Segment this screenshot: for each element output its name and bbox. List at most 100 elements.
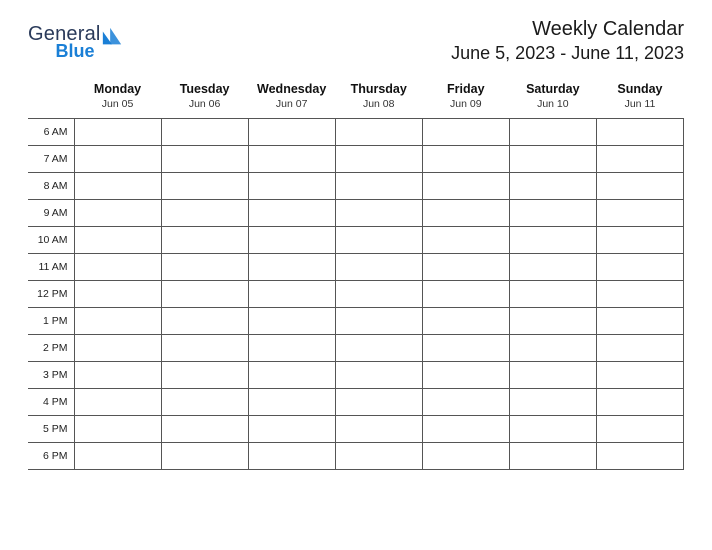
- day-date: Jun 05: [74, 98, 161, 119]
- day-date: Jun 08: [335, 98, 422, 119]
- time-label: 6 PM: [28, 443, 74, 470]
- calendar-cell: [248, 119, 335, 146]
- day-header: Wednesday: [248, 78, 335, 98]
- calendar-header: Monday Tuesday Wednesday Thursday Friday…: [28, 78, 684, 119]
- day-date: Jun 06: [161, 98, 248, 119]
- title-block: Weekly Calendar June 5, 2023 - June 11, …: [451, 18, 684, 64]
- calendar-cell: [74, 443, 161, 470]
- calendar-cell: [248, 389, 335, 416]
- calendar-cell: [248, 443, 335, 470]
- time-label: 3 PM: [28, 362, 74, 389]
- logo-text: General Blue: [28, 24, 101, 60]
- day-date-row: Jun 05 Jun 06 Jun 07 Jun 08 Jun 09 Jun 1…: [28, 98, 684, 119]
- calendar-cell: [335, 200, 422, 227]
- calendar-body: 6 AM7 AM8 AM9 AM10 AM11 AM12 PM1 PM2 PM3…: [28, 119, 684, 470]
- calendar-cell: [596, 281, 683, 308]
- calendar-cell: [335, 416, 422, 443]
- calendar-cell: [161, 254, 248, 281]
- calendar-cell: [335, 308, 422, 335]
- day-date: Jun 07: [248, 98, 335, 119]
- calendar-cell: [74, 389, 161, 416]
- calendar-cell: [248, 281, 335, 308]
- calendar-cell: [422, 227, 509, 254]
- time-label: 2 PM: [28, 335, 74, 362]
- time-label: 6 AM: [28, 119, 74, 146]
- logo: General Blue: [28, 18, 123, 60]
- calendar-cell: [509, 389, 596, 416]
- calendar-cell: [248, 362, 335, 389]
- calendar-cell: [509, 200, 596, 227]
- calendar-cell: [74, 146, 161, 173]
- calendar-cell: [248, 173, 335, 200]
- header-blank: [28, 98, 74, 119]
- calendar-cell: [422, 173, 509, 200]
- day-header: Monday: [74, 78, 161, 98]
- time-label: 12 PM: [28, 281, 74, 308]
- time-label: 10 AM: [28, 227, 74, 254]
- hour-row: 2 PM: [28, 335, 684, 362]
- calendar-cell: [74, 119, 161, 146]
- calendar-cell: [509, 443, 596, 470]
- calendar-cell: [74, 362, 161, 389]
- hour-row: 4 PM: [28, 389, 684, 416]
- hour-row: 9 AM: [28, 200, 684, 227]
- day-header: Thursday: [335, 78, 422, 98]
- calendar-cell: [596, 443, 683, 470]
- calendar-cell: [596, 173, 683, 200]
- calendar-cell: [422, 146, 509, 173]
- calendar-cell: [161, 389, 248, 416]
- calendar-cell: [422, 254, 509, 281]
- calendar-cell: [248, 200, 335, 227]
- day-header: Saturday: [509, 78, 596, 98]
- calendar-table: Monday Tuesday Wednesday Thursday Friday…: [28, 78, 684, 470]
- calendar-cell: [74, 281, 161, 308]
- time-label: 8 AM: [28, 173, 74, 200]
- calendar-cell: [248, 308, 335, 335]
- calendar-cell: [74, 416, 161, 443]
- calendar-cell: [74, 308, 161, 335]
- calendar-cell: [74, 173, 161, 200]
- calendar-cell: [248, 335, 335, 362]
- hour-row: 6 PM: [28, 443, 684, 470]
- calendar-cell: [509, 173, 596, 200]
- calendar-cell: [335, 254, 422, 281]
- calendar-cell: [509, 335, 596, 362]
- time-label: 1 PM: [28, 308, 74, 335]
- hour-row: 8 AM: [28, 173, 684, 200]
- calendar-cell: [509, 416, 596, 443]
- calendar-cell: [335, 146, 422, 173]
- logo-mark-icon: [101, 26, 123, 48]
- calendar-cell: [596, 416, 683, 443]
- calendar-cell: [596, 335, 683, 362]
- calendar-cell: [596, 389, 683, 416]
- calendar-cell: [509, 362, 596, 389]
- calendar-cell: [422, 443, 509, 470]
- calendar-cell: [422, 281, 509, 308]
- calendar-cell: [596, 308, 683, 335]
- calendar-cell: [74, 335, 161, 362]
- calendar-cell: [422, 362, 509, 389]
- calendar-cell: [596, 119, 683, 146]
- calendar-cell: [248, 254, 335, 281]
- calendar-cell: [161, 227, 248, 254]
- day-date: Jun 10: [509, 98, 596, 119]
- hour-row: 6 AM: [28, 119, 684, 146]
- calendar-cell: [161, 281, 248, 308]
- day-date: Jun 11: [596, 98, 683, 119]
- time-label: 4 PM: [28, 389, 74, 416]
- calendar-cell: [422, 389, 509, 416]
- time-label: 5 PM: [28, 416, 74, 443]
- calendar-cell: [161, 173, 248, 200]
- calendar-cell: [161, 200, 248, 227]
- calendar-cell: [335, 389, 422, 416]
- day-header: Sunday: [596, 78, 683, 98]
- hour-row: 11 AM: [28, 254, 684, 281]
- calendar-cell: [422, 416, 509, 443]
- calendar-cell: [596, 362, 683, 389]
- day-header: Friday: [422, 78, 509, 98]
- calendar-cell: [161, 146, 248, 173]
- calendar-cell: [161, 416, 248, 443]
- page: General Blue Weekly Calendar June 5, 202…: [0, 0, 712, 490]
- calendar-cell: [596, 146, 683, 173]
- day-header: Tuesday: [161, 78, 248, 98]
